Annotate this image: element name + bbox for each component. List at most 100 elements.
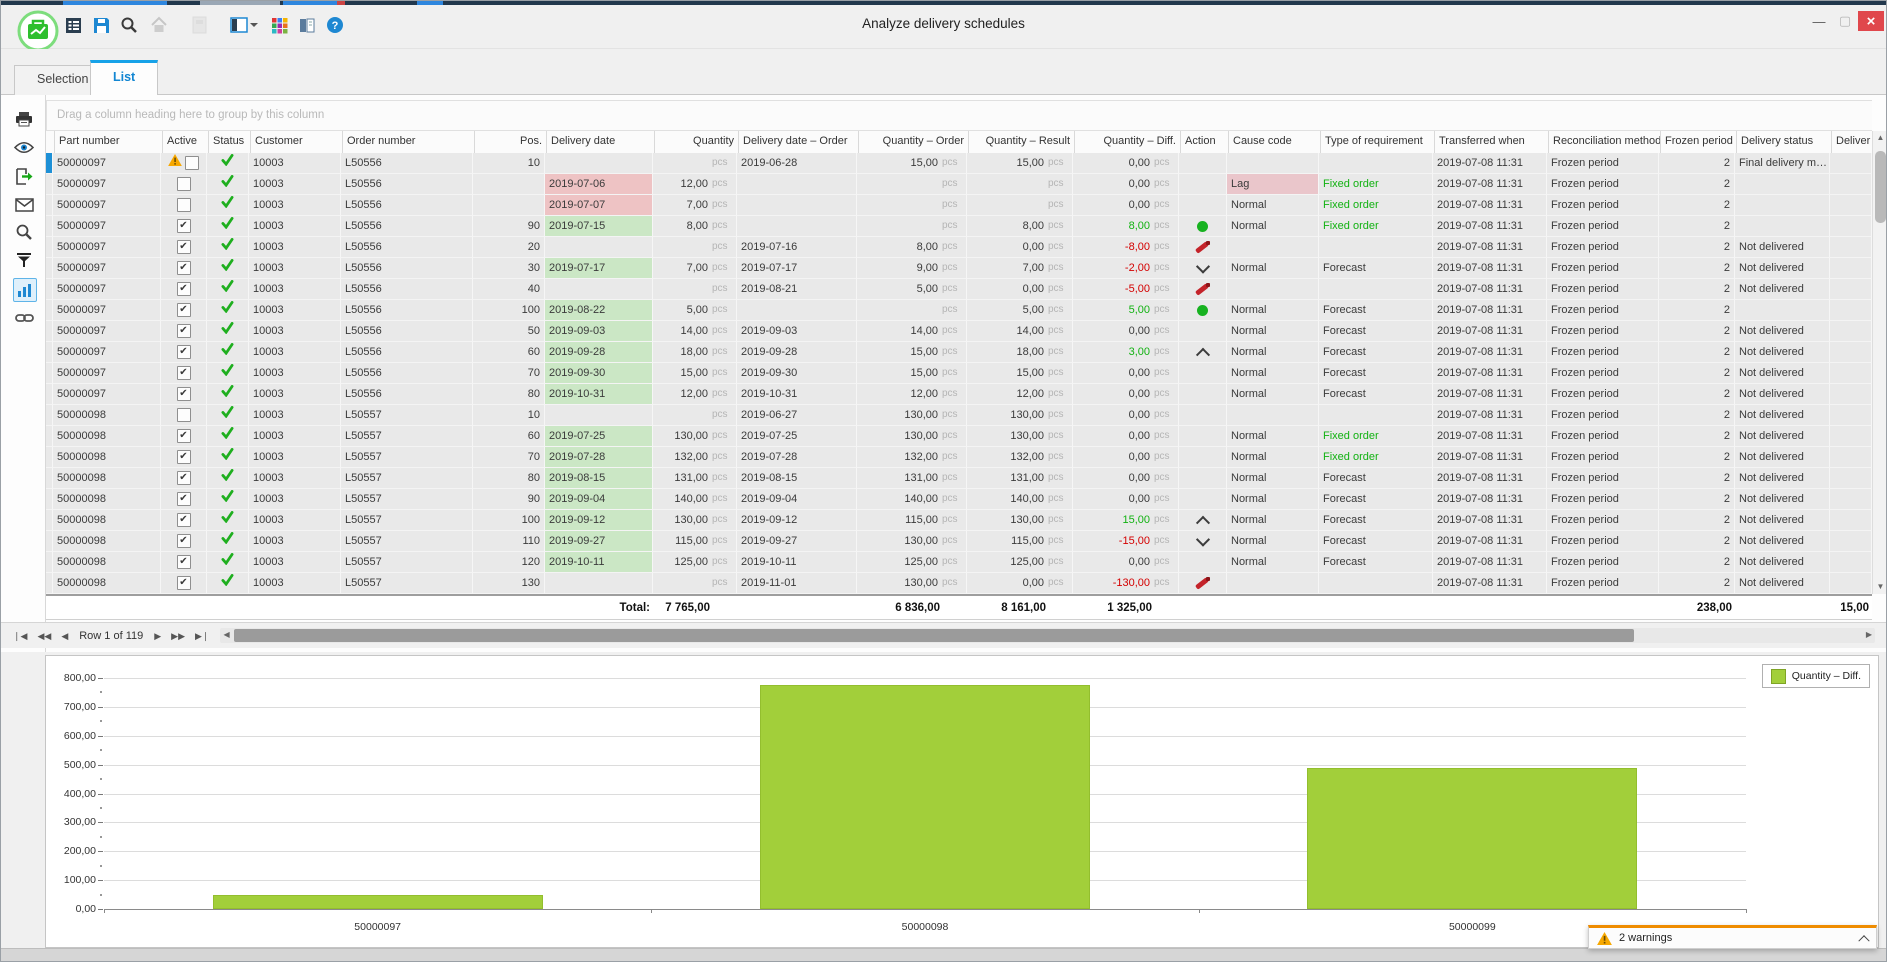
- table-row[interactable]: 50000097 ✔ 10003 L50556 40 pcs 2019-08-21 5,00 p…: [46, 279, 1872, 300]
- active-checkbox[interactable]: ✔: [176, 534, 191, 548]
- active-checkbox[interactable]: [185, 156, 199, 170]
- close-button[interactable]: ×: [1858, 11, 1884, 31]
- col-header-customer[interactable]: Customer: [251, 131, 343, 153]
- table-row[interactable]: 50000098 ✔ 10003 L50557 130 pcs 2019-11-01 130,…: [46, 573, 1872, 594]
- active-checkbox[interactable]: [176, 408, 191, 422]
- table-row[interactable]: 50000098 ✔ 10003 L50557 90 2019-09-04 140,00 pc…: [46, 489, 1872, 510]
- vertical-scroll-thumb[interactable]: [1875, 151, 1886, 223]
- pager-prev-button[interactable]: ◀: [61, 630, 69, 641]
- table-row[interactable]: 50000098 10003 L50557 10 pcs 2019-06-27 130,00…: [46, 405, 1872, 426]
- table-row[interactable]: 50000098 ✔ 10003 L50557 110 2019-09-27 115,00 p…: [46, 531, 1872, 552]
- table-row[interactable]: 50000098 ✔ 10003 L50557 80 2019-08-15 131,00 pc…: [46, 468, 1872, 489]
- scroll-left-icon[interactable]: ◀: [223, 630, 230, 639]
- link-icon[interactable]: [13, 307, 35, 329]
- table-row[interactable]: 50000097 ✔ 10003 L50556 90 2019-07-15 8,00 pcs p…: [46, 216, 1872, 237]
- table-row[interactable]: 50000097 10003 L50556 2019-07-07 7,00 pcs pcs p…: [46, 195, 1872, 216]
- col-header-ddo[interactable]: Delivery date – Order: [739, 131, 859, 153]
- table-row[interactable]: 50000098 ✔ 10003 L50557 60 2019-07-25 130,00 pc…: [46, 426, 1872, 447]
- window-layout-dropdown-icon[interactable]: [249, 14, 259, 36]
- active-checkbox[interactable]: ✔: [176, 345, 191, 359]
- active-checkbox[interactable]: ✔: [176, 576, 191, 590]
- scroll-up-icon[interactable]: ▲: [1876, 133, 1885, 142]
- active-checkbox[interactable]: [176, 198, 191, 212]
- pager-last-button[interactable]: ▶❘: [195, 630, 210, 641]
- table-row[interactable]: 50000097 ✔ 10003 L50556 80 2019-10-31 12,00 pcs…: [46, 384, 1872, 405]
- pager-next-page-button[interactable]: ▶▶: [171, 630, 186, 641]
- active-checkbox[interactable]: ✔: [176, 282, 191, 296]
- table-row[interactable]: 50000097 ✔ 10003 L50556 70 2019-09-30 15,00 pcs…: [46, 363, 1872, 384]
- table-row[interactable]: 50000097 10003 L50556 10 pcs 2019-06-28 15,00 p…: [46, 153, 1872, 174]
- col-header-frozen[interactable]: Frozen period: [1661, 131, 1737, 153]
- active-checkbox[interactable]: ✔: [176, 303, 191, 317]
- col-header-qd[interactable]: Quantity – Diff.: [1075, 131, 1181, 153]
- table-row[interactable]: 50000097 ✔ 10003 L50556 20 pcs 2019-07-16 8,00 p…: [46, 237, 1872, 258]
- col-header-action[interactable]: Action: [1181, 131, 1229, 153]
- menu-icon[interactable]: [62, 14, 84, 36]
- save-icon[interactable]: [90, 14, 112, 36]
- table-row[interactable]: 50000097 ✔ 10003 L50556 60 2019-09-28 18,00 pcs…: [46, 342, 1872, 363]
- col-header-qo[interactable]: Quantity – Order: [859, 131, 969, 153]
- table-row[interactable]: 50000098 ✔ 10003 L50557 70 2019-07-28 132,00 pc…: [46, 447, 1872, 468]
- filter-icon[interactable]: [13, 249, 35, 271]
- col-header-ind[interactable]: [46, 131, 55, 153]
- col-header-status[interactable]: Status: [209, 131, 251, 153]
- table-row[interactable]: 50000097 ✔ 10003 L50556 30 2019-07-17 7,00 pcs 2…: [46, 258, 1872, 279]
- col-header-pos[interactable]: Pos.: [475, 131, 547, 153]
- col-header-qr[interactable]: Quantity – Result: [969, 131, 1075, 153]
- pager-prev-page-button[interactable]: ◀◀: [37, 630, 52, 641]
- grid-vertical-scrollbar[interactable]: ▲ ▼: [1872, 131, 1887, 594]
- pager-next-button[interactable]: ▶: [154, 630, 162, 641]
- col-header-ddate[interactable]: Delivery date: [547, 131, 655, 153]
- col-header-order[interactable]: Order number: [343, 131, 475, 153]
- group-by-bar[interactable]: Drag a column heading here to group by t…: [46, 100, 1872, 131]
- grid-horizontal-scrollbar[interactable]: ◀ ▶: [220, 628, 1875, 643]
- table-row[interactable]: 50000097 10003 L50556 2019-07-06 12,00 pcs pcs…: [46, 174, 1872, 195]
- app-logo-icon[interactable]: [17, 10, 59, 52]
- col-header-type[interactable]: Type of requirement: [1321, 131, 1435, 153]
- minimize-button[interactable]: —: [1812, 13, 1826, 29]
- print-icon[interactable]: [13, 108, 35, 130]
- warnings-bar[interactable]: 2 warnings: [1588, 925, 1877, 949]
- table-row[interactable]: 50000097 ✔ 10003 L50556 50 2019-09-03 14,00 pcs…: [46, 321, 1872, 342]
- active-checkbox[interactable]: ✔: [176, 429, 191, 443]
- active-checkbox[interactable]: ✔: [176, 366, 191, 380]
- active-checkbox[interactable]: ✔: [176, 555, 191, 569]
- report-book-icon[interactable]: [296, 14, 318, 36]
- scroll-down-icon[interactable]: ▼: [1876, 582, 1885, 591]
- tab-list[interactable]: List: [90, 60, 159, 95]
- scroll-right-icon[interactable]: ▶: [1865, 630, 1872, 639]
- active-checkbox[interactable]: [176, 177, 191, 191]
- col-header-recon[interactable]: Reconciliation method: [1549, 131, 1661, 153]
- table-row[interactable]: 50000097 ✔ 10003 L50556 100 2019-08-22 5,00 pcs…: [46, 300, 1872, 321]
- active-checkbox[interactable]: ✔: [176, 513, 191, 527]
- active-checkbox[interactable]: ✔: [176, 492, 191, 506]
- active-checkbox[interactable]: ✔: [176, 450, 191, 464]
- col-header-trans[interactable]: Transferred when: [1435, 131, 1549, 153]
- zoom-icon[interactable]: [13, 221, 35, 243]
- table-row[interactable]: 50000098 ✔ 10003 L50557 120 2019-10-11 125,00 p…: [46, 552, 1872, 573]
- email-icon[interactable]: [13, 194, 35, 216]
- active-checkbox[interactable]: ✔: [176, 261, 191, 275]
- table-row[interactable]: 50000098 ✔ 10003 L50557 100 2019-09-12 130,00 p…: [46, 510, 1872, 531]
- search-icon[interactable]: [118, 14, 140, 36]
- active-checkbox[interactable]: ✔: [176, 471, 191, 485]
- modules-grid-icon[interactable]: [268, 14, 290, 36]
- maximize-button[interactable]: ▢: [1838, 13, 1852, 28]
- help-icon[interactable]: ?: [324, 14, 346, 36]
- export-icon[interactable]: [13, 165, 35, 187]
- col-header-part[interactable]: Part number: [55, 131, 163, 153]
- col-header-active[interactable]: Active: [163, 131, 209, 153]
- col-header-cause[interactable]: Cause code: [1229, 131, 1321, 153]
- active-checkbox[interactable]: ✔: [176, 219, 191, 233]
- col-header-deliv[interactable]: Deliver: [1832, 131, 1874, 153]
- active-checkbox[interactable]: ✔: [176, 240, 191, 254]
- horizontal-scroll-thumb[interactable]: [234, 629, 1635, 642]
- chart-icon[interactable]: [13, 278, 37, 302]
- window-layout-icon[interactable]: [228, 14, 250, 36]
- col-header-dstatus[interactable]: Delivery status: [1737, 131, 1832, 153]
- preview-eye-icon[interactable]: [13, 136, 35, 158]
- pager-first-button[interactable]: ❘◀: [13, 630, 28, 641]
- active-checkbox[interactable]: ✔: [176, 324, 191, 338]
- active-checkbox[interactable]: ✔: [176, 387, 191, 401]
- col-header-qty[interactable]: Quantity: [655, 131, 739, 153]
